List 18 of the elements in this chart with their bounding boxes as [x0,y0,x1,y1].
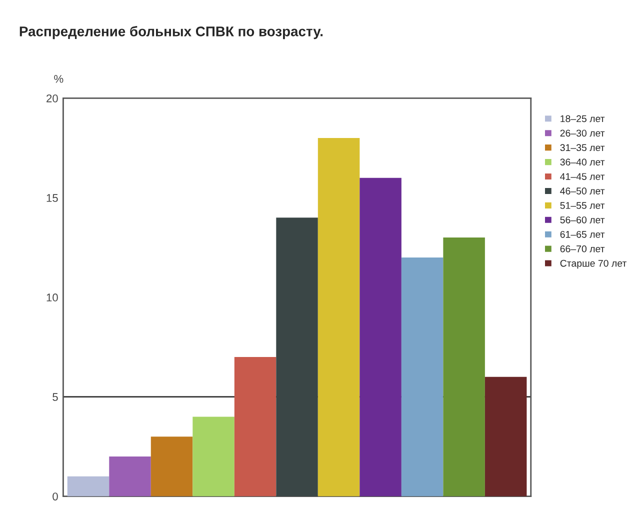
legend-label: 66–70 лет [560,245,605,252]
y-tick-label: 10 [46,294,58,302]
y-tick-label: 0 [52,492,58,500]
legend-label: 36–40 лет [560,158,605,166]
legend-label: 18–25 лет [560,115,605,122]
legend-label: 41–45 лет [560,173,605,180]
legend-label: 46–50 лет [560,188,605,194]
y-tick-label: 5 [52,393,58,401]
legend-label: 31–35 лет [560,144,605,152]
legend-label: 51–55 лет [560,202,605,209]
legend-label: Старше 70 лет [560,260,627,269]
y-axis-title: % [54,75,64,83]
legend-label: 26–30 лет [560,130,605,137]
legend-label: 61–65 лет [560,230,605,238]
legend-label: 56–60 лет [560,216,605,224]
chart-title: Распределение больных СПВК по возрасту. [20,26,323,40]
y-tick-label: 20 [46,94,58,102]
y-tick-label: 15 [46,194,58,202]
